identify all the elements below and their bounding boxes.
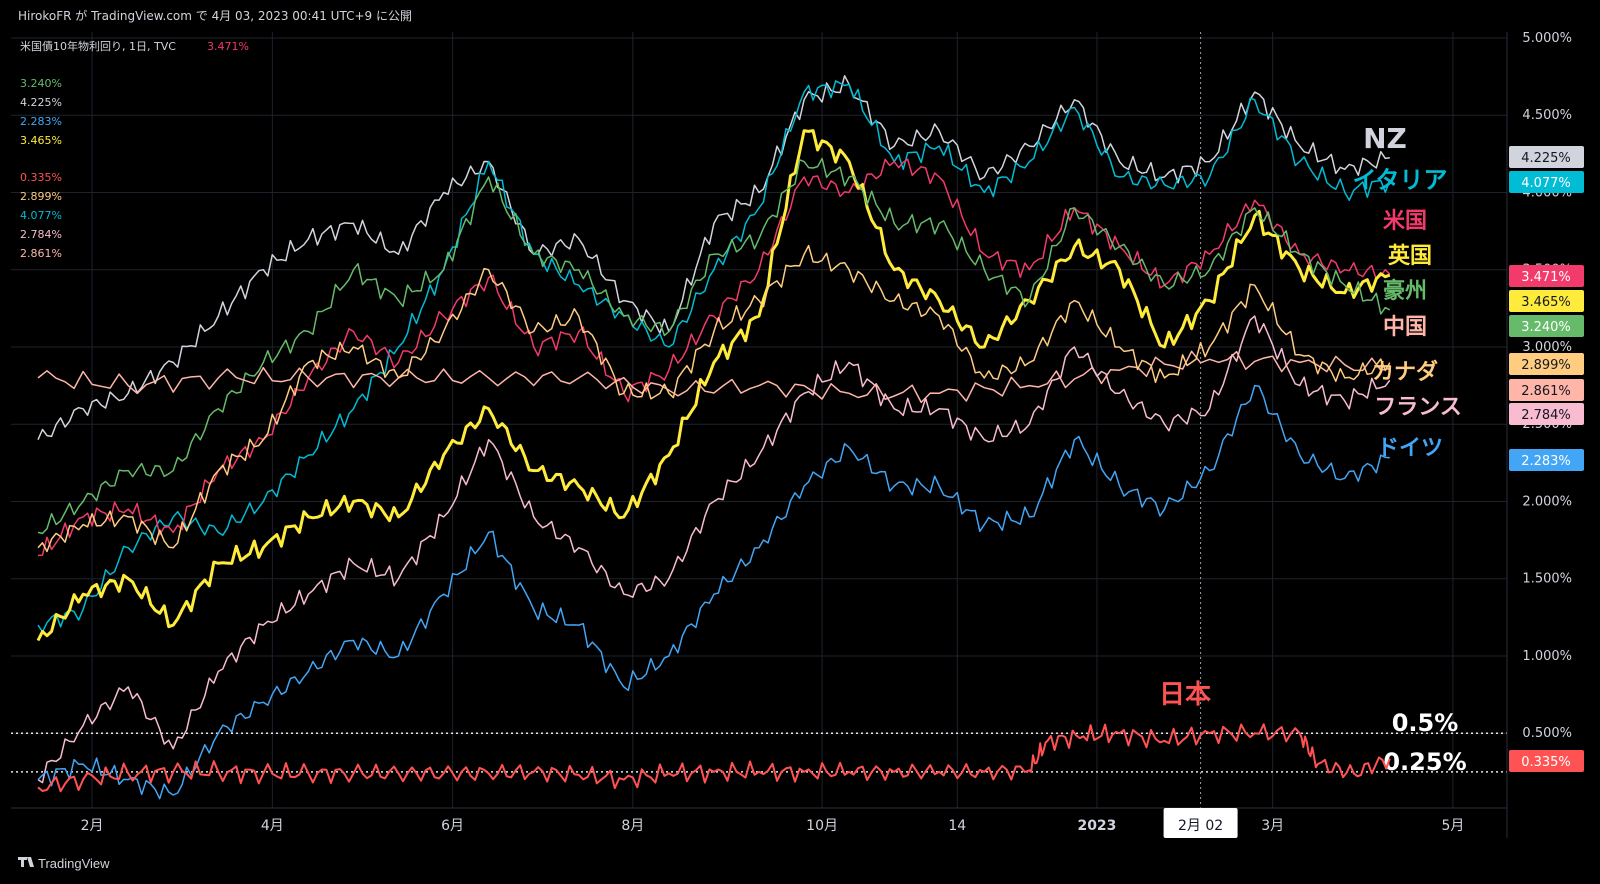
- series-label-italy: イタリア: [1352, 166, 1447, 194]
- last-value-badge-text: 0.335%: [1521, 755, 1571, 770]
- series-line-china: [37, 350, 1390, 404]
- x-tick-label: 10月: [806, 818, 838, 834]
- last-value-badge-text: 2.899%: [1521, 358, 1571, 373]
- plot-area[interactable]: [11, 32, 1507, 838]
- y-tick-label: 1.500%: [1522, 572, 1572, 587]
- x-tick-label: 6月: [441, 818, 464, 834]
- legend-value: 2.784%: [20, 228, 62, 241]
- last-value-badge-canada: [1509, 353, 1584, 375]
- last-value-badge-text: 3.471%: [1521, 270, 1571, 285]
- y-tick-label: 5.000%: [1522, 31, 1572, 46]
- x-tick-label: 2023: [1077, 818, 1116, 834]
- symbol-title: 米国債10年物利回り, 1日, TVC: [20, 39, 176, 53]
- y-tick-label: 0.500%: [1522, 726, 1572, 741]
- last-value-badge-us: [1509, 265, 1584, 287]
- last-value-badge-text: 4.077%: [1521, 176, 1571, 191]
- legend-value: 0.335%: [20, 171, 62, 184]
- y-tick-label: 2.000%: [1522, 494, 1572, 509]
- y-tick-label: 3.000%: [1522, 340, 1572, 355]
- last-value-badge-italy: [1509, 171, 1584, 193]
- series-label-nz: NZ: [1363, 122, 1407, 155]
- x-tick-label: 14: [948, 818, 966, 834]
- series-label-japan: 日本: [1159, 680, 1211, 710]
- last-value-badge-china: [1509, 379, 1584, 401]
- reference-line-label: 0.25%: [1383, 748, 1466, 776]
- legend-values: 3.240% 4.225% 2.283% 3.465% 0.335% 2.899% 4.07…: [20, 77, 62, 260]
- attribution-text: HirokoFR が TradingView.com で 4月 03, 2023…: [18, 8, 412, 23]
- last-value-badge-australia: [1509, 315, 1584, 337]
- series-layer: [36, 75, 1391, 800]
- y-tick-label: 4.500%: [1522, 108, 1572, 123]
- series-line-france: [37, 315, 1391, 784]
- footer-brand[interactable]: TradingView: [38, 856, 110, 871]
- last-value-badge-germany: [1509, 449, 1584, 471]
- series-label-us: 米国: [1383, 209, 1427, 234]
- last-value-badge-text: 3.465%: [1521, 295, 1571, 310]
- series-line-uk: [36, 129, 1391, 642]
- series-line-canada: [37, 244, 1391, 553]
- last-value-badges: 4.225% 4.077% 3.471% 3.465% 3.240% 2.861% 2.89…: [1509, 146, 1584, 772]
- last-value-badge-text: 3.240%: [1521, 320, 1571, 335]
- series-line-nz: [37, 75, 1390, 441]
- series-label-uk: 英国: [1388, 244, 1432, 269]
- x-tick-label: 8月: [621, 818, 644, 834]
- legend-value: 2.899%: [20, 190, 62, 203]
- x-tick-label: 5月: [1441, 818, 1464, 834]
- last-value-badge-text: 2.861%: [1521, 384, 1571, 399]
- last-value-badge-nz: [1509, 146, 1584, 168]
- last-value-badge-uk: [1509, 290, 1584, 312]
- time-axis[interactable]: 2月 4月 6月 8月 10月 14 2023 3月 5月 2月 02: [81, 808, 1465, 838]
- last-value-badge-france: [1509, 403, 1584, 425]
- reference-line-label: 0.5%: [1392, 709, 1459, 737]
- last-value-badge-text: 4.225%: [1521, 151, 1571, 166]
- x-tick-label: 3月: [1261, 818, 1284, 834]
- tradingview-logo-icon: [18, 857, 34, 867]
- legend-value: 2.861%: [20, 247, 62, 260]
- series-label-germany: ドイツ: [1377, 436, 1443, 461]
- legend-value: 4.225%: [20, 96, 62, 109]
- series-label-france: フランス: [1374, 395, 1462, 420]
- grid-layer: [11, 32, 1507, 808]
- last-value-badge-japan: [1509, 750, 1584, 772]
- series-label-canada: カナダ: [1372, 359, 1438, 385]
- legend-value: 2.283%: [20, 115, 62, 128]
- legend-value: 4.077%: [20, 209, 62, 222]
- series-line-italy: [37, 80, 1391, 633]
- series-line-japan: [37, 723, 1391, 793]
- last-value-badge-text: 2.283%: [1521, 454, 1571, 469]
- x-tick-label: 4月: [261, 818, 284, 834]
- crosshair-date-label: 2月 02: [1178, 818, 1223, 834]
- crosshair-date-badge: [1163, 808, 1238, 838]
- series-line-australia: [37, 157, 1391, 535]
- series-label-china: 中国: [1383, 315, 1427, 340]
- legend-value: 3.465%: [20, 134, 62, 147]
- legend-value: 3.240%: [20, 77, 62, 90]
- y-tick-label: 1.000%: [1522, 649, 1572, 664]
- symbol-value: 3.471%: [207, 40, 249, 53]
- last-value-badge-text: 2.784%: [1521, 408, 1571, 423]
- x-tick-label: 2月: [81, 818, 104, 834]
- series-label-australia: 豪州: [1383, 278, 1427, 304]
- series-line-germany: [37, 384, 1390, 800]
